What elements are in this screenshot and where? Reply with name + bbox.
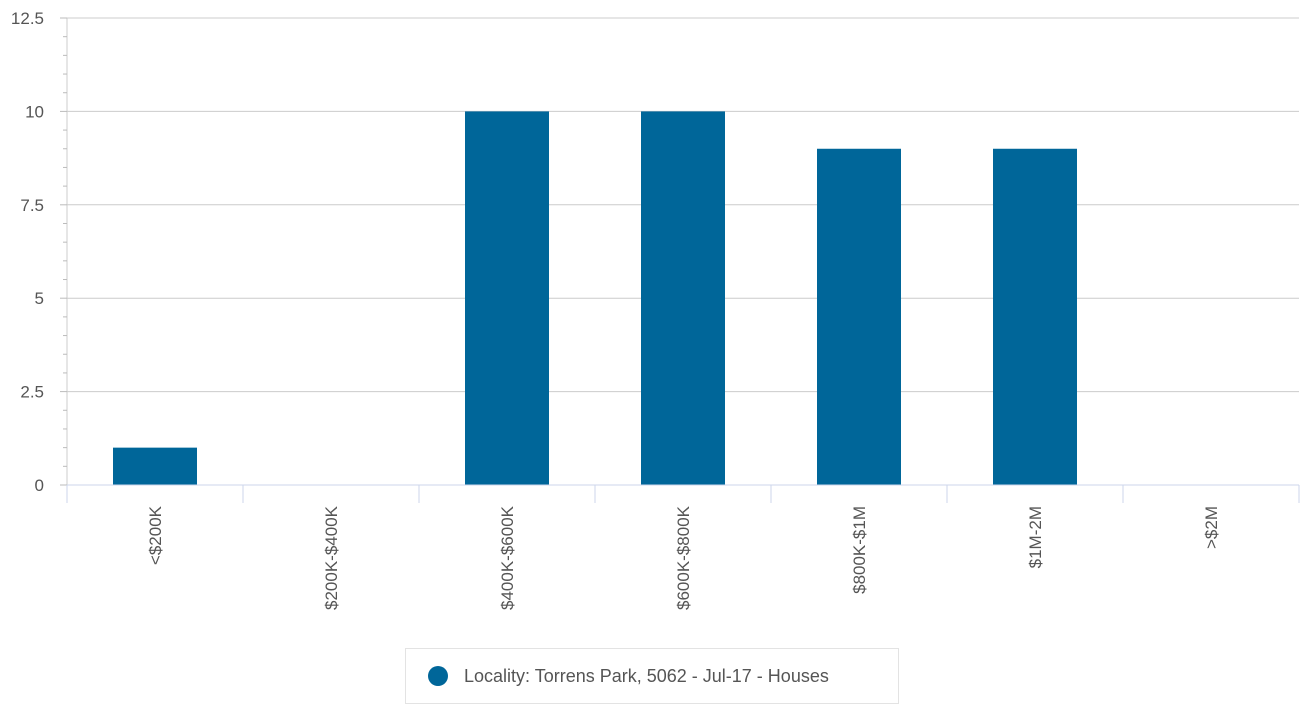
y-axis: 0 2.5 5 7.5 10 12.5 <box>11 9 68 495</box>
bar[interactable] <box>817 148 901 485</box>
y-tick-label: 7.5 <box>20 196 44 215</box>
legend[interactable]: Locality: Torrens Park, 5062 - Jul-17 - … <box>405 648 899 704</box>
x-category-label: $200K-$400K <box>322 505 341 610</box>
x-category-label: $1M-2M <box>1026 506 1045 568</box>
bar[interactable] <box>113 447 197 485</box>
legend-label: Locality: Torrens Park, 5062 - Jul-17 - … <box>464 665 829 686</box>
bar[interactable] <box>465 111 549 486</box>
x-category-label: <$200K <box>146 505 165 565</box>
y-tick-label: 5 <box>35 289 44 308</box>
y-tick-label: 10 <box>25 102 44 121</box>
x-axis-labels: <$200K $200K-$400K $400K-$600K $600K-$800K $… <box>146 505 1221 610</box>
x-category-label: >$2M <box>1202 506 1221 549</box>
y-tick-label: 12.5 <box>11 9 44 28</box>
x-category-label: $600K-$800K <box>674 505 693 610</box>
y-tick-label: 0 <box>35 476 44 495</box>
x-axis <box>66 484 1300 503</box>
legend-marker-icon <box>428 666 448 686</box>
x-category-label: $400K-$600K <box>498 505 517 610</box>
bar[interactable] <box>641 111 725 486</box>
bar[interactable] <box>993 148 1077 485</box>
y-tick-label: 2.5 <box>20 383 44 402</box>
bars <box>113 111 1077 486</box>
x-category-label: $800K-$1M <box>850 506 869 594</box>
